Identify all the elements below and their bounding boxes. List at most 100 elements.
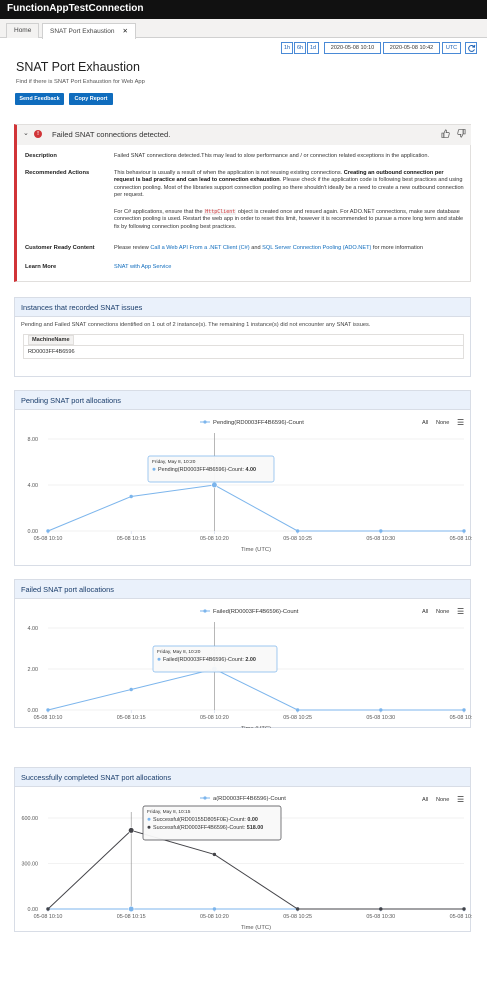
data-point	[128, 905, 135, 913]
range-6h-button[interactable]: 6h	[294, 42, 306, 54]
tab-bar: Home SNAT Port Exhaustion ✕	[0, 19, 487, 39]
tab-home-label: Home	[14, 27, 32, 34]
data-point	[295, 708, 300, 712]
legend-item: Failed(RD0003FF4B6596)-Count	[213, 609, 299, 615]
tooltip-box	[142, 805, 282, 841]
data-point	[462, 708, 466, 712]
tooltip-line: Successful(RD00155D805F0E)-Count: 0.00	[153, 817, 258, 823]
failed-snat-panel: Failed SNAT port allocations All None ☰ …	[14, 579, 473, 728]
successful-snat-chart: 0.00 300.00 600.00 05-08 10:10 05-08 10:15 05…	[22, 796, 473, 931]
hamburger-menu-icon[interactable]: ☰	[457, 418, 465, 427]
pending-snat-chart: 0.00 4.00 8.00 05-08 10:10 05-08 10:15 05-08 …	[28, 420, 473, 553]
end-time-input[interactable]: 2020-05-08 10:42	[383, 42, 440, 54]
chevron-down-icon[interactable]: ⌄	[23, 130, 29, 137]
machinename-column-header[interactable]: MachineName	[28, 335, 74, 345]
x-tick-label: 05-08 10:15	[117, 715, 146, 721]
y-tick-label: 0.00	[28, 529, 39, 535]
legend-all-button[interactable]: All	[422, 797, 429, 803]
start-time-input[interactable]: 2020-05-08 10:10	[324, 42, 381, 54]
hamburger-menu-icon[interactable]: ☰	[457, 607, 465, 616]
legend-item: a(RD0003FF4B6596)-Count	[213, 796, 286, 802]
tooltip-header: Friday, May 8, 10:20	[152, 459, 196, 465]
instances-table: MachineName RD0003FF4B6596	[23, 334, 464, 359]
chart-title: Pending SNAT port allocations	[15, 391, 470, 410]
thumbs-up-icon[interactable]	[441, 129, 450, 140]
y-tick-label: 4.00	[28, 626, 39, 632]
copy-report-button[interactable]: Copy Report	[69, 93, 113, 105]
send-feedback-button[interactable]: Send Feedback	[15, 93, 64, 105]
x-tick-label: 05-08 10:30	[366, 715, 395, 721]
data-point	[46, 907, 50, 911]
recommended-actions-csharp: For C# applications, ensure that the Htt…	[114, 209, 464, 230]
page-title: SNAT Port Exhaustion	[16, 60, 140, 74]
x-tick-label: 05-08 10:10	[34, 914, 63, 920]
legend-marker	[203, 420, 207, 424]
legend-none-button[interactable]: None	[436, 420, 450, 426]
series-line	[47, 668, 464, 711]
x-tick-label: 05-08 10:35	[450, 715, 472, 721]
data-point	[379, 708, 383, 712]
legend-none-button[interactable]: None	[436, 797, 450, 803]
thumbs-down-icon[interactable]	[457, 129, 466, 140]
pending-snat-panel: Pending SNAT port allocations All None ☰…	[14, 390, 473, 566]
tooltip-header: Friday, May 8, 10:15	[147, 809, 191, 815]
range-1d-button[interactable]: 1d	[307, 42, 319, 54]
description-label: Description	[25, 153, 57, 159]
legend-marker	[203, 796, 207, 800]
x-tick-label: 05-08 10:35	[450, 536, 472, 542]
x-tick-label: 05-08 10:15	[117, 914, 146, 920]
chart-title: Successfully completed SNAT port allocat…	[15, 768, 470, 787]
x-axis-label: Time (UTC)	[241, 726, 271, 728]
successful-snat-panel: Successfully completed SNAT port allocat…	[14, 767, 473, 932]
legend-none-button[interactable]: None	[436, 609, 450, 615]
legend-marker	[203, 609, 207, 613]
data-point	[46, 529, 50, 533]
legend-all-button[interactable]: All	[422, 420, 429, 426]
range-1h-button[interactable]: 1h	[281, 42, 293, 54]
data-point	[128, 827, 135, 834]
x-tick-label: 05-08 10:25	[283, 536, 312, 542]
recommended-actions-text: This behaviour is usually a result of wh…	[114, 170, 464, 198]
failed-snat-chart: 0.00 2.00 4.00 05-08 10:10 05-08 10:15 05-08 …	[28, 609, 473, 728]
x-tick-label: 05-08 10:10	[34, 715, 63, 721]
data-point	[129, 687, 133, 692]
tab-home[interactable]: Home	[6, 23, 40, 38]
data-point	[462, 529, 466, 533]
tooltip-line: Successful(RD0003FF4B6596)-Count: 518.00	[153, 825, 263, 831]
tooltip-line: Pending(RD0003FF4B6596)-Count: 4.00	[158, 467, 256, 473]
snat-app-service-link[interactable]: SNAT with App Service	[114, 264, 172, 270]
chart-title: Failed SNAT port allocations	[15, 580, 470, 599]
tooltip-box	[147, 455, 275, 483]
instances-title: Instances that recorded SNAT issues	[15, 298, 470, 317]
legend-all-button[interactable]: All	[422, 609, 429, 615]
data-point	[46, 708, 50, 712]
tab-snat-port-exhaustion[interactable]: SNAT Port Exhaustion ✕	[42, 23, 136, 39]
instances-panel: Instances that recorded SNAT issues Pend…	[14, 297, 471, 377]
timezone-button[interactable]: UTC	[442, 42, 461, 54]
x-tick-label: 05-08 10:20	[200, 536, 229, 542]
tooltip-marker	[157, 657, 161, 661]
refresh-button[interactable]	[465, 42, 477, 54]
y-tick-label: 0.00	[28, 708, 39, 714]
learn-more-label: Learn More	[25, 264, 57, 270]
insight-header[interactable]: ⌄ ! Failed SNAT connections detected.	[17, 125, 471, 145]
page-subtitle: Find if there is SNAT Port Exhaustion fo…	[16, 79, 145, 85]
customer-ready-content-label: Customer Ready Content	[25, 245, 95, 251]
y-tick-label: 4.00	[28, 483, 39, 489]
y-tick-label: 2.00	[28, 667, 39, 673]
customer-ready-content-text: Please review Call a Web API From a .NET…	[114, 245, 423, 251]
tooltip-header: Friday, May 8, 10:20	[157, 649, 201, 655]
tooltip-marker	[147, 817, 151, 821]
connection-pooling-link[interactable]: SQL Server Connection Pooling (ADO.NET)	[262, 245, 372, 251]
app-title: FunctionAppTestConnection	[0, 0, 487, 19]
close-icon[interactable]: ✕	[122, 28, 128, 35]
y-tick-label: 0.00	[28, 907, 39, 913]
hamburger-menu-icon[interactable]: ☰	[457, 795, 465, 804]
web-api-link[interactable]: Call a Web API From a .NET Client (C#)	[150, 245, 250, 251]
insight-card: ⌄ ! Failed SNAT connections detected. De…	[14, 124, 471, 282]
x-tick-label: 05-08 10:20	[200, 715, 229, 721]
series-line	[47, 829, 464, 910]
tooltip-line: Failed(RD0003FF4B6596)-Count: 2.00	[163, 657, 256, 663]
error-icon: !	[34, 130, 42, 138]
x-tick-label: 05-08 10:15	[117, 536, 146, 542]
